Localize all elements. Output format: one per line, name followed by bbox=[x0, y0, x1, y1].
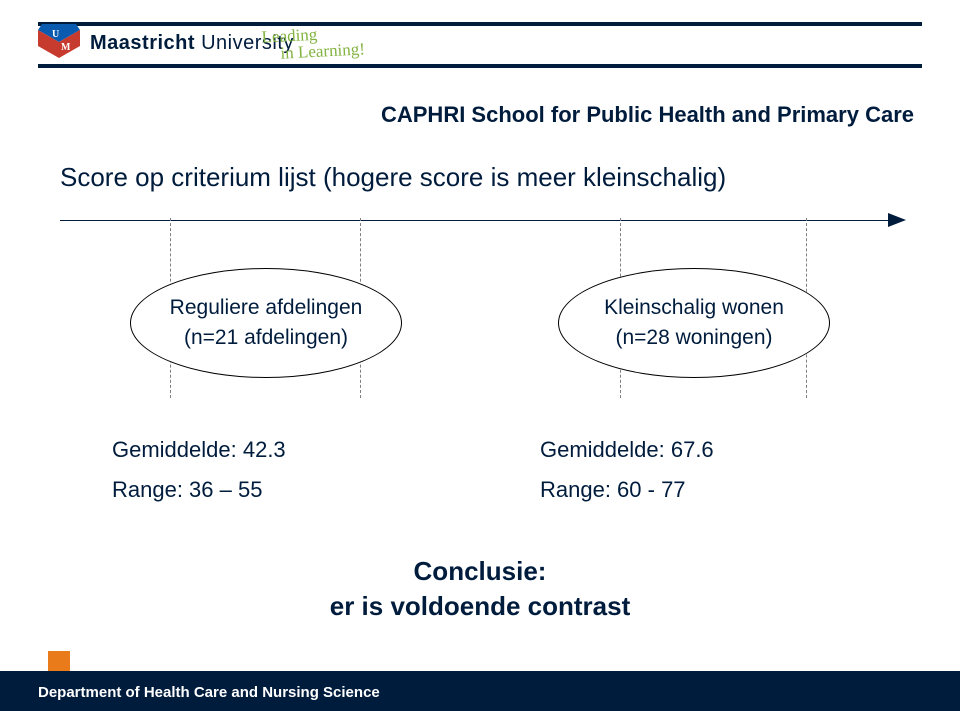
arrow-right-icon bbox=[888, 213, 906, 232]
footer-accent bbox=[48, 651, 70, 671]
conclusion: Conclusie: er is voldoende contrast bbox=[0, 554, 960, 624]
stats-right: Gemiddelde: 67.6 Range: 60 - 77 bbox=[540, 430, 714, 509]
scale-line bbox=[60, 220, 898, 221]
ellipse-line1: Kleinschalig wonen bbox=[604, 293, 784, 323]
ellipse-line2: (n=28 woningen) bbox=[615, 323, 772, 353]
ellipse-line2: (n=21 afdelingen) bbox=[184, 323, 348, 353]
school-title: CAPHRI School for Public Health and Prim… bbox=[381, 102, 914, 128]
avg-label: Gemiddelde: 42.3 bbox=[112, 430, 286, 470]
tagline-line2: in Learning! bbox=[280, 40, 365, 61]
ellipse-kleinschalig: Kleinschalig wonen (n=28 woningen) bbox=[558, 268, 830, 378]
svg-text:U: U bbox=[52, 29, 59, 40]
um-logo-icon: U M bbox=[38, 24, 80, 62]
conclusion-line1: Conclusie: bbox=[0, 554, 960, 589]
header: U M Maastricht University Leading in Lea… bbox=[0, 22, 960, 82]
conclusion-line2: er is voldoende contrast bbox=[0, 589, 960, 624]
ellipse-reguliere: Reguliere afdelingen (n=21 afdelingen) bbox=[130, 268, 402, 378]
ellipse-line1: Reguliere afdelingen bbox=[170, 293, 363, 323]
range-label: Range: 60 - 77 bbox=[540, 470, 714, 510]
footer-department: Department of Health Care and Nursing Sc… bbox=[38, 684, 380, 701]
header-line-bottom bbox=[38, 64, 922, 68]
svg-text:M: M bbox=[61, 42, 71, 53]
university-logo: U M Maastricht University bbox=[38, 24, 294, 62]
range-label: Range: 36 – 55 bbox=[112, 470, 286, 510]
slide-title: Score op criterium lijst (hogere score i… bbox=[60, 162, 726, 193]
stats-left: Gemiddelde: 42.3 Range: 36 – 55 bbox=[112, 430, 286, 509]
tagline: Leading in Learning! bbox=[261, 23, 365, 62]
avg-label: Gemiddelde: 67.6 bbox=[540, 430, 714, 470]
